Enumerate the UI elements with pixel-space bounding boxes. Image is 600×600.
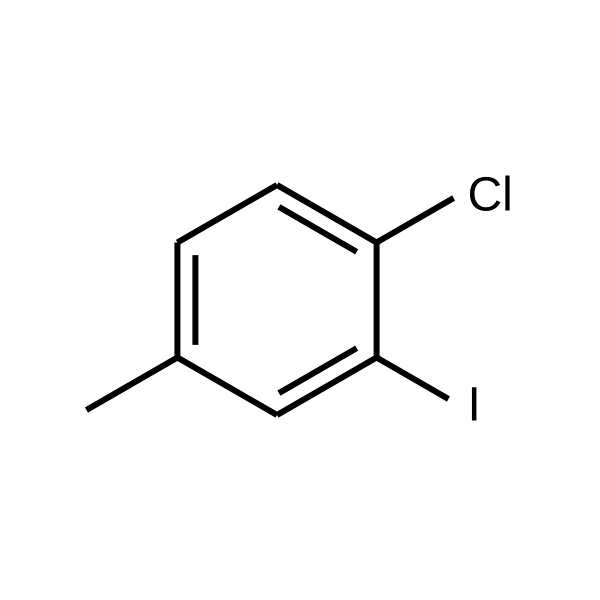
atom-label-Cl: Cl [468,169,513,222]
bond-C5-C6 [177,185,277,243]
bond-C2-C3-inner [279,348,357,393]
molecule-diagram: Cl I [0,0,600,600]
bond-C3-C4 [177,358,277,416]
substituent-bond-C2 [377,358,449,400]
substituent-bond-C1 [377,198,454,243]
atom-label-I: I [468,379,481,432]
substituent-bond-C4 [86,358,177,411]
bond-C6-C1-inner [279,207,357,252]
